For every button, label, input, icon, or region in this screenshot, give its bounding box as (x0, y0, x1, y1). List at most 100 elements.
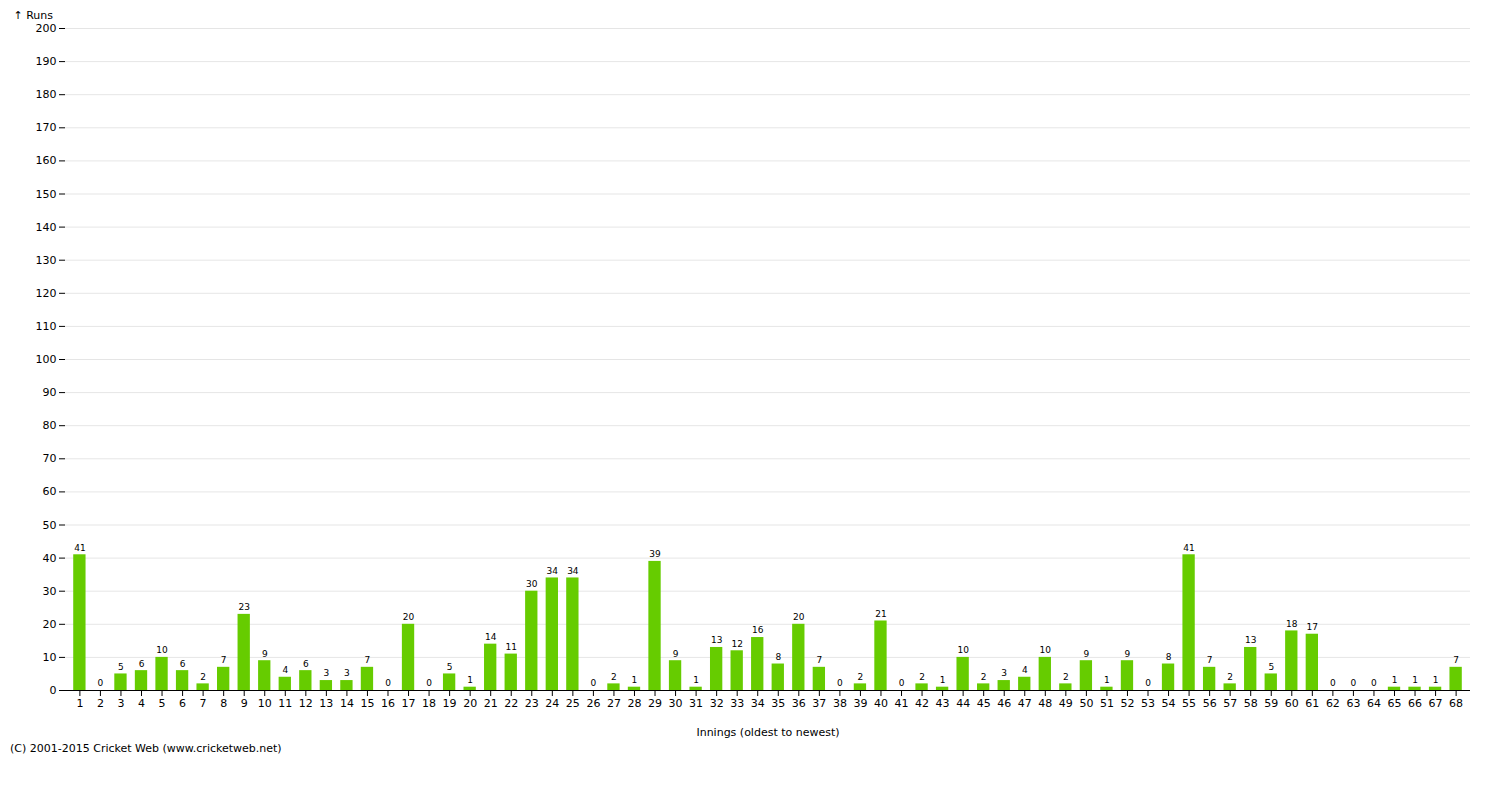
svg-text:66: 66 (1408, 697, 1422, 710)
svg-text:27: 27 (607, 697, 621, 710)
svg-text:4: 4 (1022, 665, 1028, 675)
svg-text:60: 60 (43, 485, 57, 498)
svg-text:58: 58 (1244, 697, 1258, 710)
svg-text:18: 18 (422, 697, 436, 710)
svg-text:11: 11 (506, 642, 517, 652)
svg-text:70: 70 (43, 452, 57, 465)
svg-text:52: 52 (1120, 697, 1134, 710)
svg-text:37: 37 (812, 697, 826, 710)
svg-text:0: 0 (50, 684, 57, 697)
svg-text:8: 8 (220, 697, 227, 710)
svg-text:63: 63 (1346, 697, 1360, 710)
svg-text:50: 50 (43, 519, 57, 532)
svg-text:110: 110 (36, 320, 57, 333)
svg-text:1: 1 (632, 675, 638, 685)
svg-text:7: 7 (200, 697, 207, 710)
svg-text:47: 47 (1018, 697, 1032, 710)
svg-text:21: 21 (484, 697, 498, 710)
svg-text:22: 22 (504, 697, 518, 710)
svg-text:1: 1 (467, 675, 473, 685)
svg-text:19: 19 (443, 697, 457, 710)
svg-text:2: 2 (200, 672, 206, 682)
svg-text:8: 8 (775, 652, 781, 662)
svg-text:12: 12 (731, 639, 742, 649)
svg-text:170: 170 (36, 121, 57, 134)
svg-text:46: 46 (997, 697, 1011, 710)
svg-text:40: 40 (874, 697, 888, 710)
svg-text:65: 65 (1387, 697, 1401, 710)
svg-text:32: 32 (710, 697, 724, 710)
svg-text:61: 61 (1305, 697, 1319, 710)
svg-text:11: 11 (278, 697, 292, 710)
svg-text:34: 34 (547, 566, 559, 576)
svg-text:30: 30 (526, 579, 538, 589)
svg-text:17: 17 (402, 697, 416, 710)
svg-text:13: 13 (1245, 635, 1256, 645)
svg-text:9: 9 (673, 649, 679, 659)
svg-text:38: 38 (833, 697, 847, 710)
svg-text:Innings (oldest to newest): Innings (oldest to newest) (696, 726, 839, 739)
svg-text:2: 2 (97, 697, 104, 710)
svg-text:↑ Runs: ↑ Runs (14, 9, 54, 22)
svg-text:41: 41 (895, 697, 909, 710)
svg-text:1: 1 (76, 697, 83, 710)
svg-text:3: 3 (1001, 668, 1007, 678)
svg-text:2: 2 (1063, 672, 1069, 682)
svg-text:90: 90 (43, 386, 57, 399)
svg-text:10: 10 (957, 645, 969, 655)
svg-text:9: 9 (1084, 649, 1090, 659)
svg-text:7: 7 (365, 655, 371, 665)
svg-text:28: 28 (627, 697, 641, 710)
svg-text:44: 44 (956, 697, 970, 710)
svg-text:5: 5 (159, 697, 166, 710)
svg-text:13: 13 (711, 635, 722, 645)
svg-text:0: 0 (899, 678, 905, 688)
svg-text:150: 150 (36, 188, 57, 201)
svg-text:42: 42 (915, 697, 929, 710)
svg-text:14: 14 (485, 632, 497, 642)
svg-text:2: 2 (611, 672, 617, 682)
svg-text:23: 23 (525, 697, 539, 710)
svg-text:60: 60 (1285, 697, 1299, 710)
svg-text:20: 20 (43, 618, 57, 631)
svg-text:20: 20 (793, 612, 805, 622)
svg-text:6: 6 (303, 659, 309, 669)
svg-text:10: 10 (1040, 645, 1052, 655)
svg-text:34: 34 (751, 697, 765, 710)
svg-text:17: 17 (1307, 622, 1318, 632)
svg-text:59: 59 (1264, 697, 1278, 710)
svg-text:13: 13 (319, 697, 333, 710)
svg-text:0: 0 (385, 678, 391, 688)
svg-text:2: 2 (981, 672, 987, 682)
svg-text:0: 0 (1371, 678, 1377, 688)
svg-text:41: 41 (74, 543, 85, 553)
svg-text:1: 1 (1392, 675, 1398, 685)
svg-text:5: 5 (1268, 662, 1274, 672)
svg-text:100: 100 (36, 353, 57, 366)
svg-text:2: 2 (919, 672, 925, 682)
svg-text:41: 41 (1183, 543, 1194, 553)
svg-text:48: 48 (1038, 697, 1052, 710)
svg-text:1: 1 (693, 675, 699, 685)
svg-text:5: 5 (118, 662, 124, 672)
svg-text:0: 0 (1145, 678, 1151, 688)
svg-text:25: 25 (566, 697, 580, 710)
svg-text:6: 6 (180, 659, 186, 669)
svg-text:140: 140 (36, 221, 57, 234)
svg-text:20: 20 (403, 612, 415, 622)
svg-text:1: 1 (1433, 675, 1439, 685)
svg-text:9: 9 (262, 649, 268, 659)
svg-text:10: 10 (156, 645, 168, 655)
svg-text:7: 7 (1453, 655, 1459, 665)
svg-text:1: 1 (1104, 675, 1110, 685)
svg-text:10: 10 (258, 697, 272, 710)
svg-text:3: 3 (324, 668, 330, 678)
svg-text:6: 6 (179, 697, 186, 710)
svg-text:62: 62 (1326, 697, 1340, 710)
svg-text:51: 51 (1100, 697, 1114, 710)
svg-text:64: 64 (1367, 697, 1381, 710)
svg-text:67: 67 (1429, 697, 1443, 710)
svg-text:35: 35 (771, 697, 785, 710)
svg-text:5: 5 (447, 662, 453, 672)
svg-text:40: 40 (43, 552, 57, 565)
